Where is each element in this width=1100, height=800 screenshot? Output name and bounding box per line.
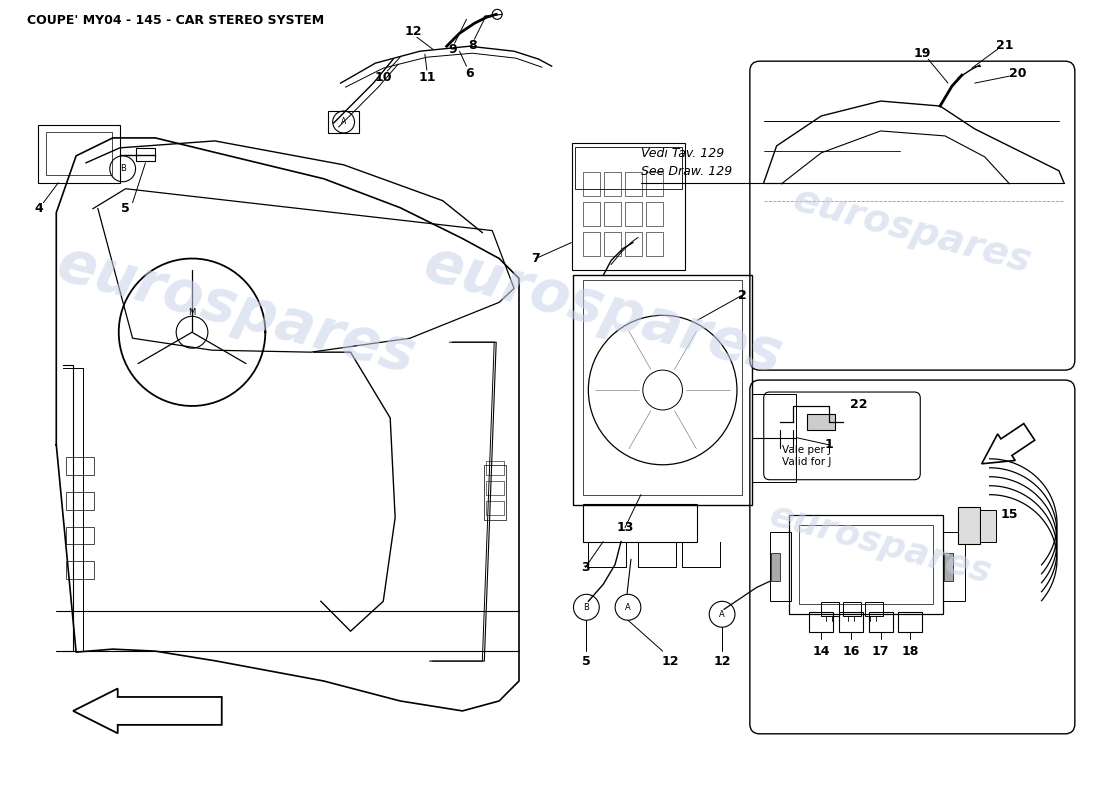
Bar: [573, 275, 751, 505]
Bar: [583, 504, 697, 542]
Bar: [958, 506, 980, 545]
Text: 13: 13: [616, 521, 634, 534]
Bar: [583, 281, 741, 494]
Text: 18: 18: [902, 645, 918, 658]
Bar: [583, 231, 601, 255]
Text: 15: 15: [1001, 508, 1019, 521]
Bar: [575, 147, 682, 189]
Text: 17: 17: [872, 645, 890, 658]
FancyArrow shape: [73, 689, 222, 734]
Bar: [572, 143, 685, 270]
Text: 9: 9: [449, 42, 456, 56]
Text: eurospares: eurospares: [789, 181, 1036, 281]
Bar: [583, 202, 601, 226]
Text: COUPE' MY04 - 145 - CAR STEREO SYSTEM: COUPE' MY04 - 145 - CAR STEREO SYSTEM: [26, 14, 323, 27]
Text: 5: 5: [121, 202, 130, 215]
Bar: [822, 602, 839, 616]
Bar: [646, 202, 662, 226]
Bar: [869, 612, 892, 632]
Bar: [66, 526, 94, 545]
Text: 1: 1: [825, 438, 834, 451]
Bar: [810, 612, 833, 632]
Text: 12: 12: [404, 25, 421, 38]
Bar: [625, 231, 642, 255]
Text: 5: 5: [582, 654, 591, 667]
Text: eurospares: eurospares: [418, 235, 789, 386]
Bar: [943, 531, 965, 602]
Bar: [865, 602, 882, 616]
Bar: [486, 501, 504, 514]
Bar: [899, 612, 922, 632]
Text: 3: 3: [581, 561, 590, 574]
Bar: [484, 465, 506, 519]
Text: eurospares: eurospares: [766, 498, 996, 590]
Bar: [66, 492, 94, 510]
Text: A: A: [341, 118, 346, 126]
Text: 21: 21: [996, 38, 1013, 52]
Bar: [135, 148, 155, 161]
Bar: [604, 202, 622, 226]
Text: B: B: [120, 164, 125, 174]
Text: Vale per J
Valid for J: Vale per J Valid for J: [782, 445, 830, 467]
Text: 8: 8: [469, 38, 476, 52]
Bar: [839, 612, 862, 632]
Bar: [486, 461, 504, 474]
Bar: [944, 554, 953, 582]
Bar: [790, 514, 943, 614]
Text: 14: 14: [813, 645, 829, 658]
Bar: [328, 111, 360, 133]
Text: 11: 11: [418, 70, 436, 84]
Text: 12: 12: [662, 654, 680, 667]
Bar: [807, 414, 835, 430]
Bar: [625, 172, 642, 196]
Bar: [604, 172, 622, 196]
FancyArrow shape: [981, 423, 1035, 464]
Text: 7: 7: [531, 252, 540, 265]
Text: eurospares: eurospares: [51, 235, 422, 386]
Text: 2: 2: [737, 289, 746, 302]
Bar: [625, 202, 642, 226]
Text: M: M: [188, 308, 196, 317]
Bar: [843, 602, 861, 616]
Text: B: B: [583, 602, 590, 612]
Bar: [800, 525, 933, 604]
Text: 10: 10: [374, 70, 392, 84]
Text: 4: 4: [34, 202, 43, 215]
Text: 19: 19: [914, 46, 931, 60]
Text: 12: 12: [714, 654, 730, 667]
Text: 20: 20: [1009, 66, 1026, 80]
Bar: [646, 231, 662, 255]
Text: A: A: [625, 602, 631, 612]
Bar: [604, 231, 622, 255]
Bar: [46, 132, 112, 174]
Bar: [66, 457, 94, 474]
Text: 16: 16: [843, 645, 859, 658]
Bar: [583, 172, 601, 196]
Bar: [751, 394, 796, 482]
Text: A: A: [719, 610, 725, 618]
Bar: [770, 531, 792, 602]
Text: 6: 6: [465, 66, 474, 80]
Bar: [39, 125, 120, 182]
Bar: [486, 481, 504, 494]
Text: 22: 22: [850, 398, 868, 411]
Bar: [646, 172, 662, 196]
Bar: [66, 562, 94, 579]
Text: Vedi Tav. 129
See Draw. 129: Vedi Tav. 129 See Draw. 129: [641, 147, 733, 178]
Bar: [771, 554, 780, 582]
Bar: [980, 510, 996, 542]
